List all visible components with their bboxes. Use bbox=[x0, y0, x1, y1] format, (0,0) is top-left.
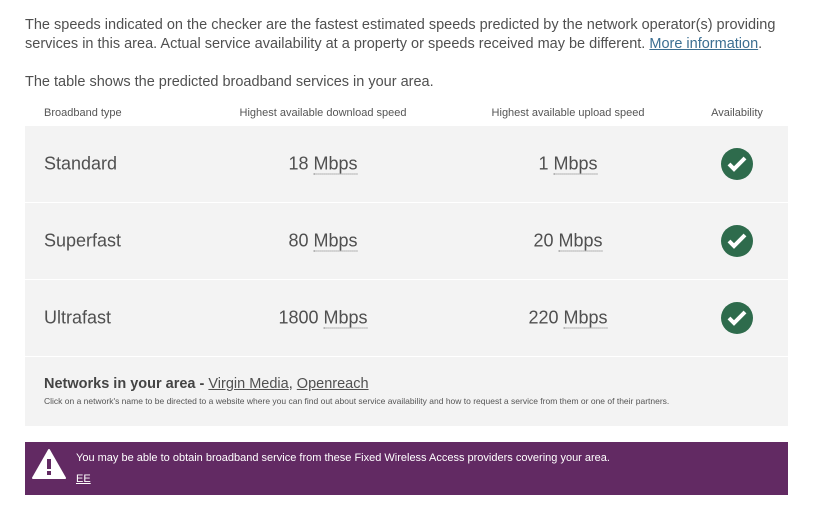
table-header: Broadband type Highest available downloa… bbox=[25, 100, 788, 126]
header-download: Highest available download speed bbox=[239, 107, 407, 119]
separator: , bbox=[288, 376, 297, 392]
network-link-openreach[interactable]: Openreach bbox=[296, 376, 369, 392]
unit-abbr: Mbps bbox=[553, 153, 598, 175]
header-availability: Availability bbox=[711, 107, 763, 119]
networks-section: Networks in your area - Virgin Media, Op… bbox=[25, 357, 788, 426]
fwa-banner: You may be able to obtain broadband serv… bbox=[25, 442, 788, 495]
upload-value: 220 bbox=[528, 307, 559, 328]
download-value: 1800 bbox=[278, 307, 319, 328]
banner-message: You may be able to obtain broadband serv… bbox=[76, 452, 610, 464]
download-value: 18 bbox=[288, 153, 309, 174]
warning-icon bbox=[32, 448, 66, 485]
upload-value: 20 bbox=[533, 230, 554, 251]
unit-abbr: Mbps bbox=[323, 307, 368, 329]
header-type: Broadband type bbox=[44, 107, 122, 119]
table-row: Standard 18 Mbps 1 Mbps bbox=[25, 126, 788, 203]
check-icon bbox=[721, 148, 753, 180]
period: . bbox=[758, 36, 763, 52]
network-link-virgin-media[interactable]: Virgin Media bbox=[208, 376, 289, 392]
more-information-link[interactable]: More information bbox=[649, 36, 759, 52]
upload-value: 1 bbox=[538, 153, 549, 174]
upload-speed: 220 Mbps bbox=[528, 307, 608, 329]
disclaimer-text: The speeds indicated on the checker are … bbox=[25, 17, 776, 52]
unit-abbr: Mbps bbox=[558, 230, 603, 252]
header-upload: Highest available upload speed bbox=[491, 107, 645, 119]
check-icon bbox=[721, 225, 753, 257]
upload-speed: 1 Mbps bbox=[538, 153, 598, 175]
broadband-table: Broadband type Highest available downloa… bbox=[25, 100, 788, 426]
provider-link-ee[interactable]: EE bbox=[76, 473, 91, 485]
broadband-type: Superfast bbox=[44, 230, 122, 251]
table-row: Superfast 80 Mbps 20 Mbps bbox=[25, 203, 788, 280]
download-speed: 80 Mbps bbox=[288, 230, 358, 252]
unit-abbr: Mbps bbox=[313, 230, 358, 252]
table-row: Ultrafast 1800 Mbps 220 Mbps bbox=[25, 280, 788, 357]
unit-abbr: Mbps bbox=[313, 153, 358, 175]
download-speed: 18 Mbps bbox=[288, 153, 358, 175]
broadband-type: Ultrafast bbox=[44, 307, 112, 328]
table-intro: The table shows the predicted broadband … bbox=[25, 74, 434, 90]
download-speed: 1800 Mbps bbox=[278, 307, 368, 329]
speed-disclaimer: The speeds indicated on the checker are … bbox=[25, 16, 795, 54]
unit-abbr: Mbps bbox=[563, 307, 608, 329]
download-value: 80 bbox=[288, 230, 309, 251]
networks-label: Networks in your area - bbox=[44, 376, 209, 392]
upload-speed: 20 Mbps bbox=[533, 230, 603, 252]
networks-heading: Networks in your area - Virgin Media, Op… bbox=[44, 376, 369, 392]
check-icon bbox=[721, 302, 753, 334]
broadband-type: Standard bbox=[44, 153, 118, 174]
networks-note: Click on a network's name to be directed… bbox=[44, 396, 670, 406]
